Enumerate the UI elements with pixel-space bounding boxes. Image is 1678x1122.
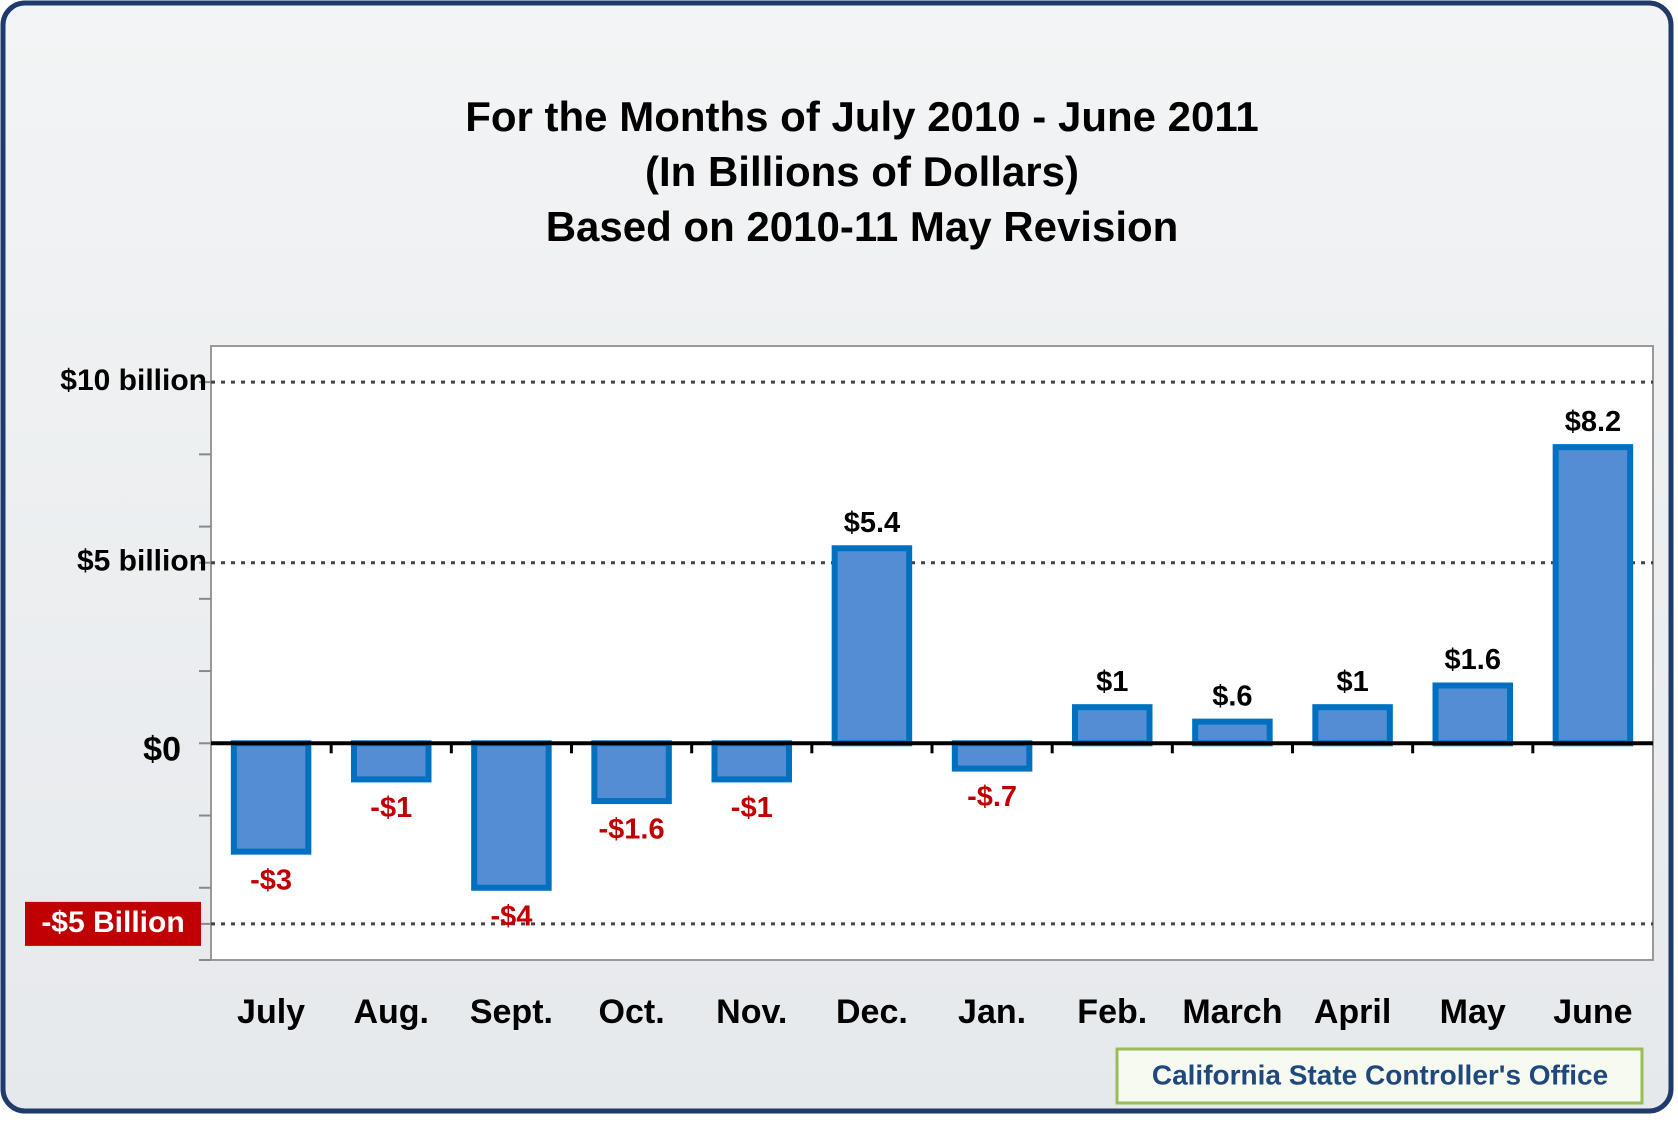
- bar: [1312, 704, 1393, 747]
- bar: [1071, 704, 1153, 747]
- x-tick-label: Dec.: [836, 993, 908, 1031]
- value-label: $5.4: [844, 507, 900, 539]
- y-tick-label: -$5 Billion: [41, 906, 184, 939]
- value-label: -$1.6: [599, 814, 665, 846]
- x-tick-label: Aug.: [353, 993, 429, 1031]
- x-tick-label: Feb.: [1077, 993, 1147, 1031]
- x-tick-label: March: [1182, 993, 1282, 1031]
- plot-area: [210, 345, 1654, 961]
- y-tick-label-bg: [25, 901, 201, 946]
- x-tick-label: Sept.: [470, 993, 553, 1031]
- bar: [350, 740, 432, 783]
- source: California State Controller's Office: [1152, 1059, 1608, 1090]
- bar: [471, 740, 552, 891]
- x-tick-label: Nov.: [716, 993, 787, 1031]
- value-label: $.6: [1212, 680, 1252, 712]
- bar: [831, 545, 913, 747]
- x-tick-label: Jan.: [958, 993, 1026, 1031]
- source-box: [1115, 1047, 1644, 1105]
- value-label: -$4: [490, 900, 532, 932]
- bar: [951, 740, 1033, 772]
- value-label: -$1: [731, 792, 773, 824]
- value-label: -$.7: [967, 781, 1017, 813]
- chart-title: Based on 2010-11 May Revision: [546, 203, 1179, 250]
- chart-title: For the Months of July 2010 - June 2011: [465, 93, 1259, 140]
- value-label: $1: [1336, 666, 1368, 698]
- x-tick-label: Oct.: [599, 993, 665, 1031]
- bar: [1432, 682, 1514, 747]
- value-label: $8.2: [1565, 406, 1621, 438]
- x-tick-label: July: [237, 993, 305, 1031]
- bar: [1552, 444, 1634, 747]
- x-tick-label: April: [1314, 993, 1391, 1031]
- bar: [711, 740, 793, 783]
- value-label: $1.6: [1445, 644, 1501, 676]
- bar: [230, 740, 312, 855]
- bar: [591, 740, 672, 805]
- x-tick-label: May: [1440, 993, 1506, 1031]
- y-tick-label: $0: [143, 730, 181, 768]
- y-tick-label: $5 billion: [77, 545, 207, 578]
- chart-title: (In Billions of Dollars): [645, 148, 1079, 195]
- value-label: -$3: [250, 864, 292, 896]
- value-label: -$1: [370, 792, 412, 824]
- value-label: $1: [1096, 666, 1128, 698]
- y-tick-label: $10 billion: [60, 364, 207, 397]
- x-tick-label: June: [1553, 993, 1632, 1031]
- bar: [1192, 718, 1273, 747]
